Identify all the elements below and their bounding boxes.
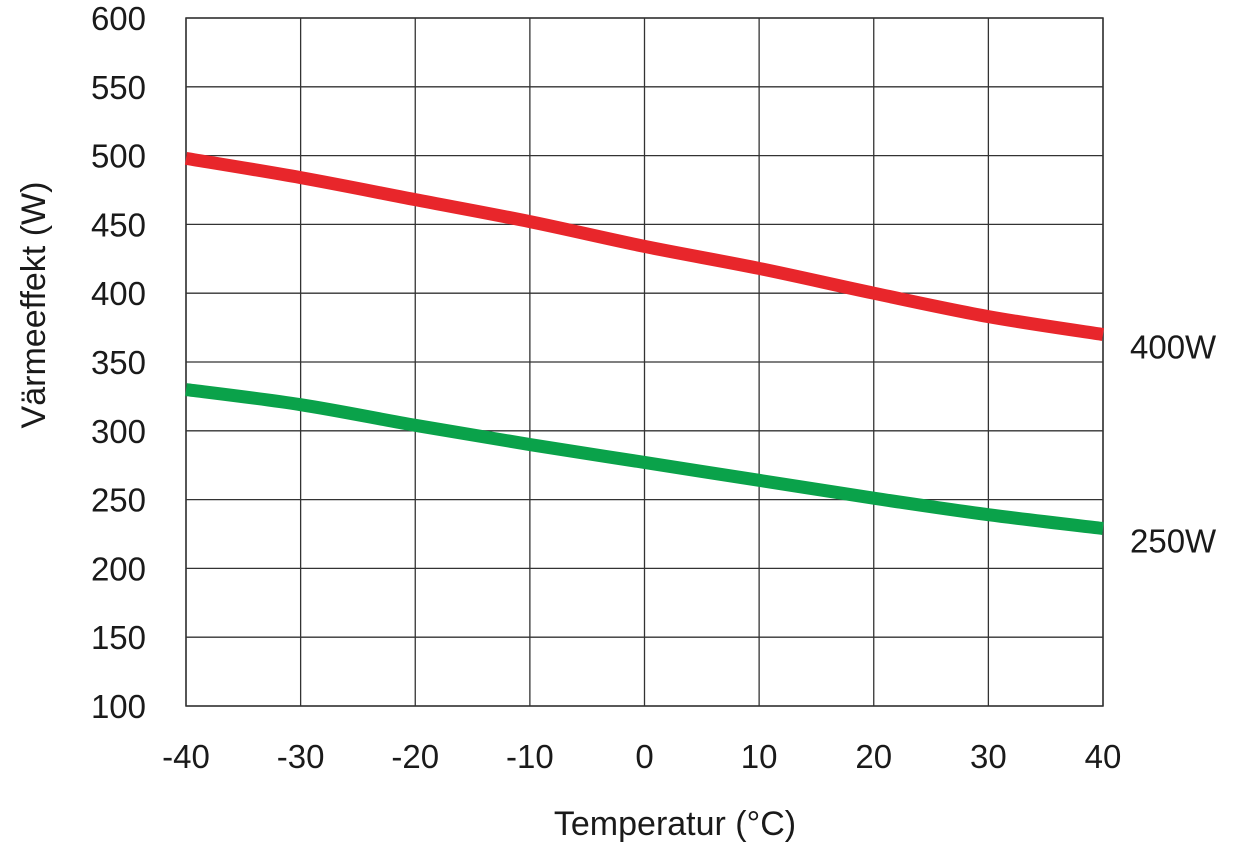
series-label: 400W	[1130, 328, 1217, 365]
y-tick-label: 150	[91, 619, 146, 656]
y-tick-labels: 100 150 200 250 300 350 400 450 500 550 600	[91, 0, 146, 725]
x-tick-label: -40	[162, 738, 210, 775]
y-tick-label: 400	[91, 275, 146, 312]
x-tick-label: 20	[855, 738, 892, 775]
grid	[185, 17, 1104, 707]
x-tick-label: 10	[741, 738, 778, 775]
series-label: 250W	[1130, 522, 1217, 559]
x-tick-label: 40	[1085, 738, 1122, 775]
y-tick-label: 200	[91, 550, 146, 587]
series-lines	[184, 151, 1105, 535]
y-tick-label: 550	[91, 69, 146, 106]
x-tick-label: 0	[635, 738, 653, 775]
y-axis-label: Värmeeffekt (W)	[15, 182, 53, 429]
x-tick-label: 30	[970, 738, 1007, 775]
x-axis-label: Temperatur (°C)	[554, 805, 796, 843]
series-line-400W	[184, 151, 1105, 341]
y-tick-label: 100	[91, 688, 146, 725]
y-tick-label: 600	[91, 0, 146, 37]
x-tick-label: -20	[391, 738, 439, 775]
x-tick-labels: -40 -30 -20 -10 0 10 20 30 40	[162, 738, 1121, 775]
y-tick-label: 450	[91, 206, 146, 243]
series-line-250W	[185, 383, 1104, 535]
x-tick-label: -30	[277, 738, 325, 775]
y-tick-label: 500	[91, 138, 146, 175]
plot-frame	[185, 17, 1104, 707]
x-tick-label: -10	[506, 738, 554, 775]
y-tick-label: 250	[91, 482, 146, 519]
y-tick-label: 350	[91, 344, 146, 381]
series-labels: 400W 250W	[1130, 328, 1217, 559]
y-tick-label: 300	[91, 413, 146, 450]
